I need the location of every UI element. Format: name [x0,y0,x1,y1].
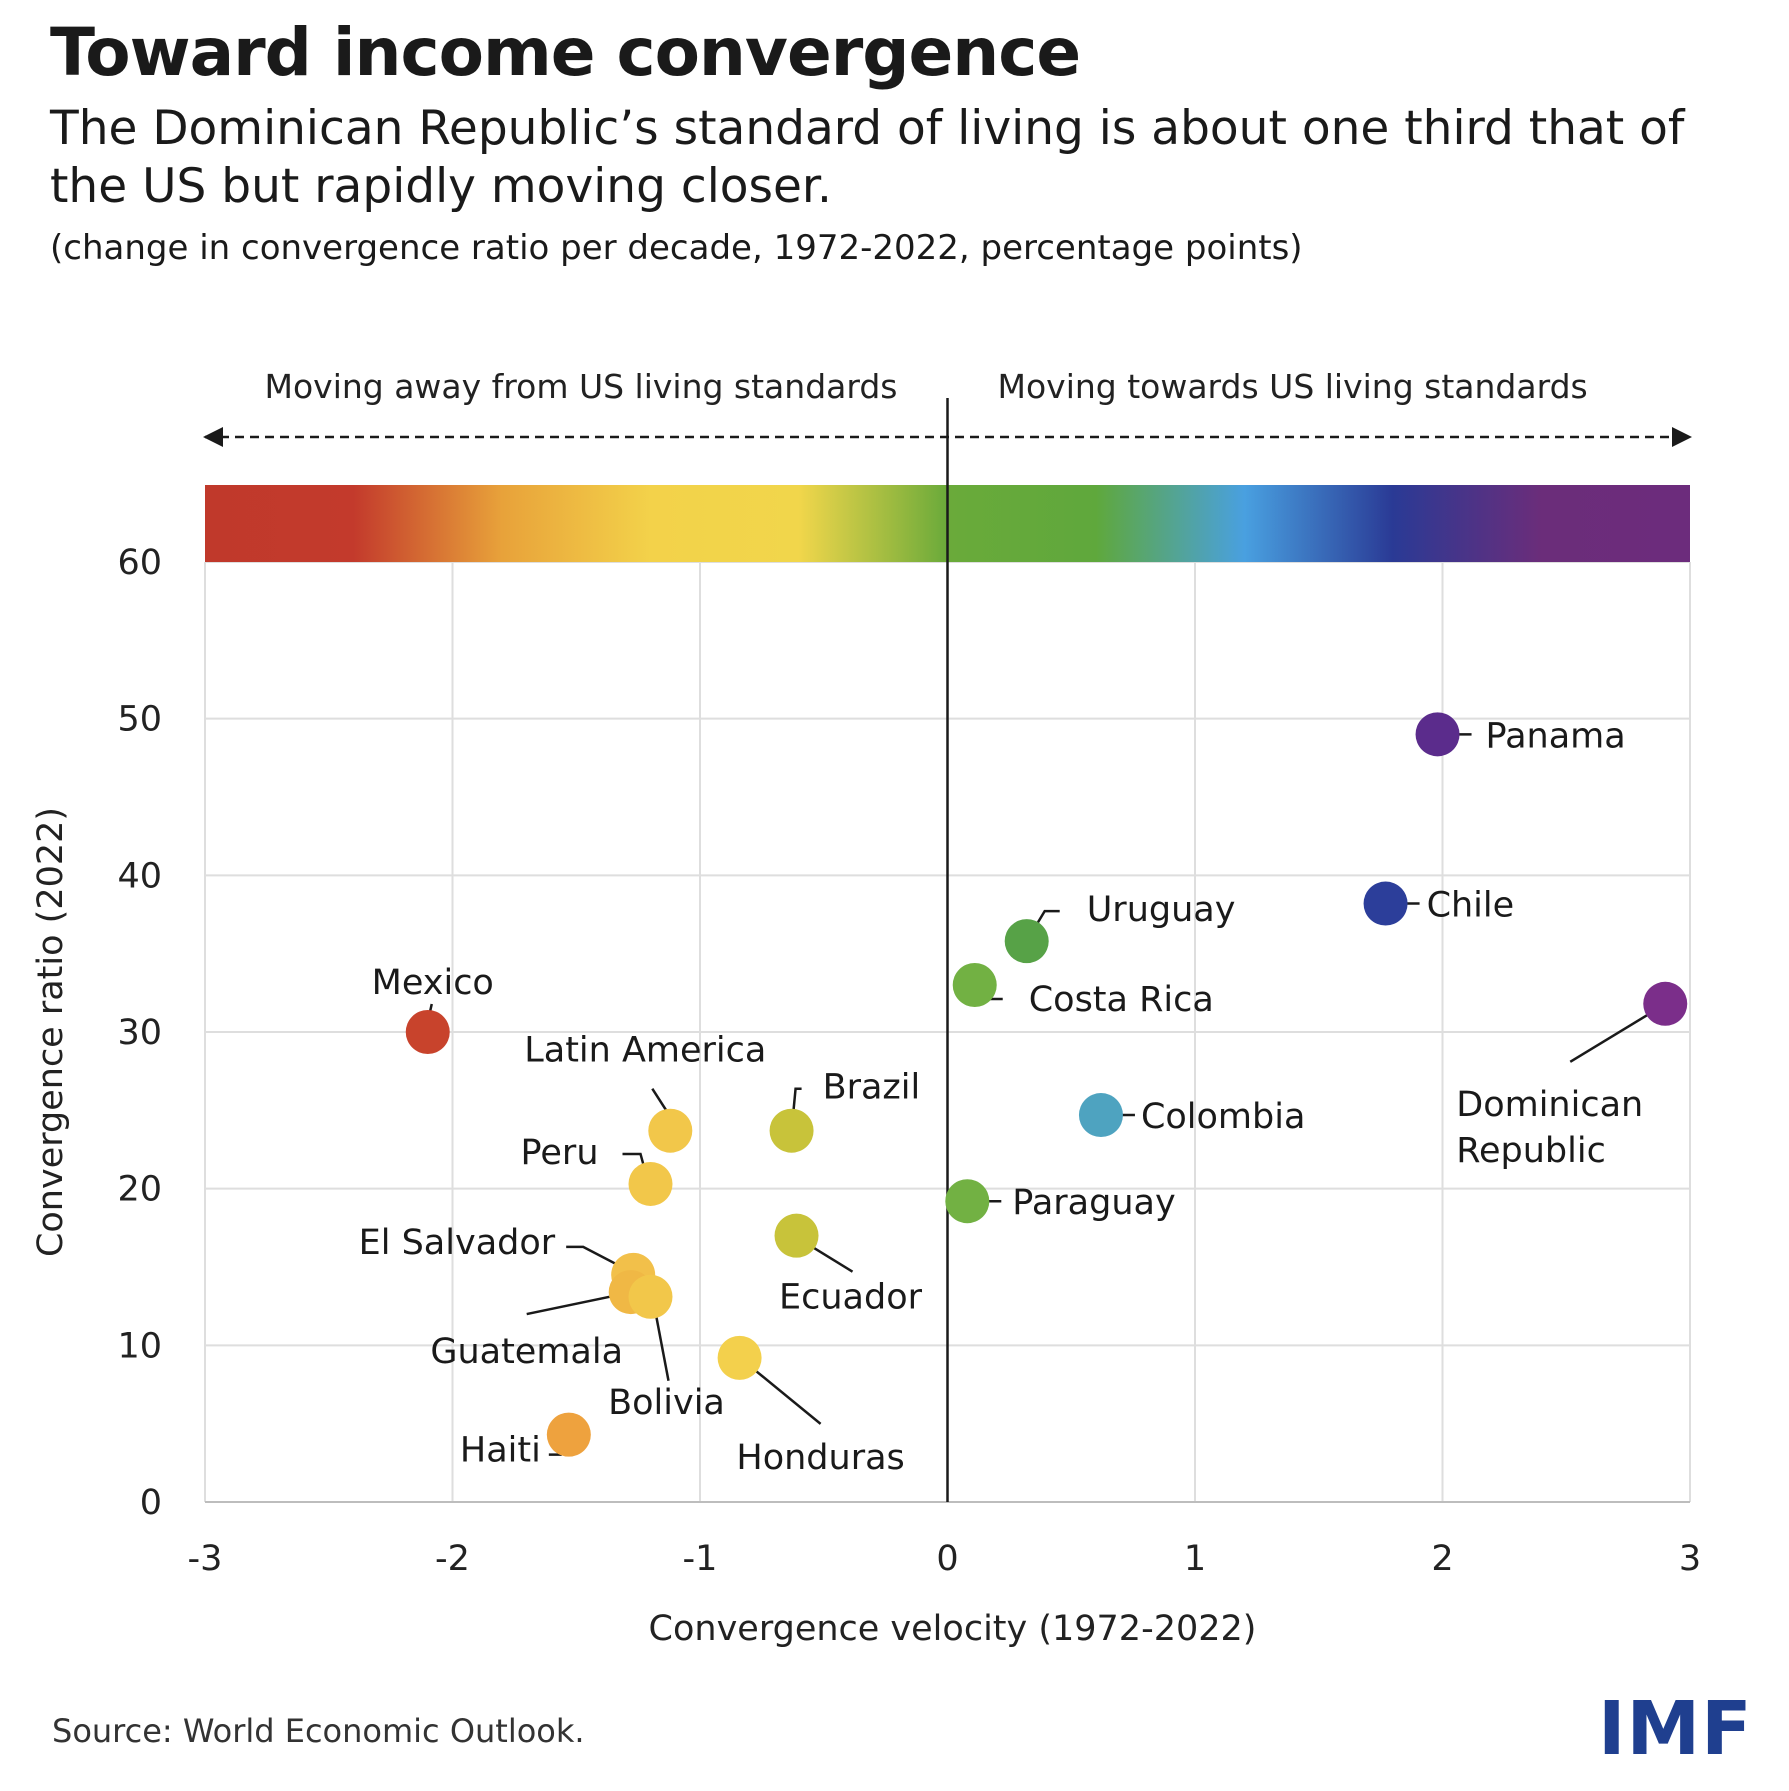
point-label-dominican-republic: Dominican Republic [1456,1085,1643,1171]
data-point-peru [628,1161,673,1206]
y-axis-title: Convergence ratio (2022) [31,807,71,1257]
data-point-costa-rica [952,963,997,1007]
point-label-colombia: Colombia [1141,1097,1305,1137]
x-tick-label: -1 [683,1539,718,1579]
point-labels: Mexico Latin America Brazil Peru Ecuador El S… [359,716,1644,1478]
data-points [405,712,1688,1457]
data-point-paraguay [945,1179,990,1224]
x-tick-label: 1 [1184,1539,1206,1579]
y-tick-label: 10 [117,1326,162,1366]
point-label-haiti: Haiti [460,1431,541,1471]
data-point-haiti [546,1412,591,1457]
point-label-latin-america: Latin America [524,1031,766,1071]
x-tick-label: 2 [1431,1539,1453,1579]
data-point-mexico [405,1010,450,1054]
y-tick-label: 50 [117,700,162,740]
leader-line-guatemala [526,1292,623,1316]
point-label-bolivia: Bolivia [608,1383,725,1423]
data-point-dominican-republic [1643,981,1688,1026]
leader-line-el-salvador [566,1245,630,1272]
data-point-panama [1415,712,1460,757]
chart-note: (change in convergence ratio per decade,… [50,228,1303,268]
chart-title: Toward income convergence [50,14,1081,91]
data-point-chile [1363,881,1408,926]
data-point-bolivia [628,1274,673,1319]
point-label-mexico: Mexico [372,963,494,1003]
y-tick-label: 0 [140,1483,162,1523]
point-label-paraguay: Paraguay [1012,1183,1175,1223]
point-label-guatemala: Guatemala [430,1332,623,1372]
direction-left-label: Moving away from US living standards [265,367,898,406]
chart-subtitle: The Dominican Republic’s standard of liv… [50,101,1685,214]
data-point-uruguay [1004,919,1049,964]
imf-logo: IMF [1598,1686,1753,1772]
x-tick-label: -2 [435,1539,470,1579]
data-point-latin-america [648,1108,693,1153]
x-tick-label: 3 [1679,1539,1701,1579]
source-note: Source: World Economic Outlook. [52,1712,585,1750]
point-label-chile: Chile [1427,886,1515,926]
data-point-ecuador [774,1213,819,1258]
y-tick-label: 30 [117,1013,162,1053]
y-tick-label: 60 [117,543,162,583]
axes [205,398,1690,1503]
x-tick-label: -3 [188,1539,223,1579]
x-tick-label: 0 [936,1539,958,1579]
point-label-el-salvador: El Salvador [359,1223,556,1263]
data-point-colombia [1078,1093,1123,1138]
point-label-uruguay: Uruguay [1087,890,1236,930]
x-axis-title: Convergence velocity (1972-2022) [649,1609,1257,1649]
data-point-honduras [717,1335,762,1380]
data-point-brazil [769,1108,814,1153]
point-label-costa-rica: Costa Rica [1029,980,1214,1020]
point-label-brazil: Brazil [823,1068,921,1108]
direction-right-label: Moving towards US living standards [998,367,1588,406]
y-tick-label: 20 [117,1170,162,1210]
point-label-panama: Panama [1486,716,1626,756]
y-tick-label: 40 [117,856,162,896]
leader-line-dominican-republic [1569,1006,1660,1063]
point-label-ecuador: Ecuador [779,1278,923,1318]
point-label-honduras: Honduras [736,1438,904,1478]
point-label-peru: Peru [521,1133,599,1173]
